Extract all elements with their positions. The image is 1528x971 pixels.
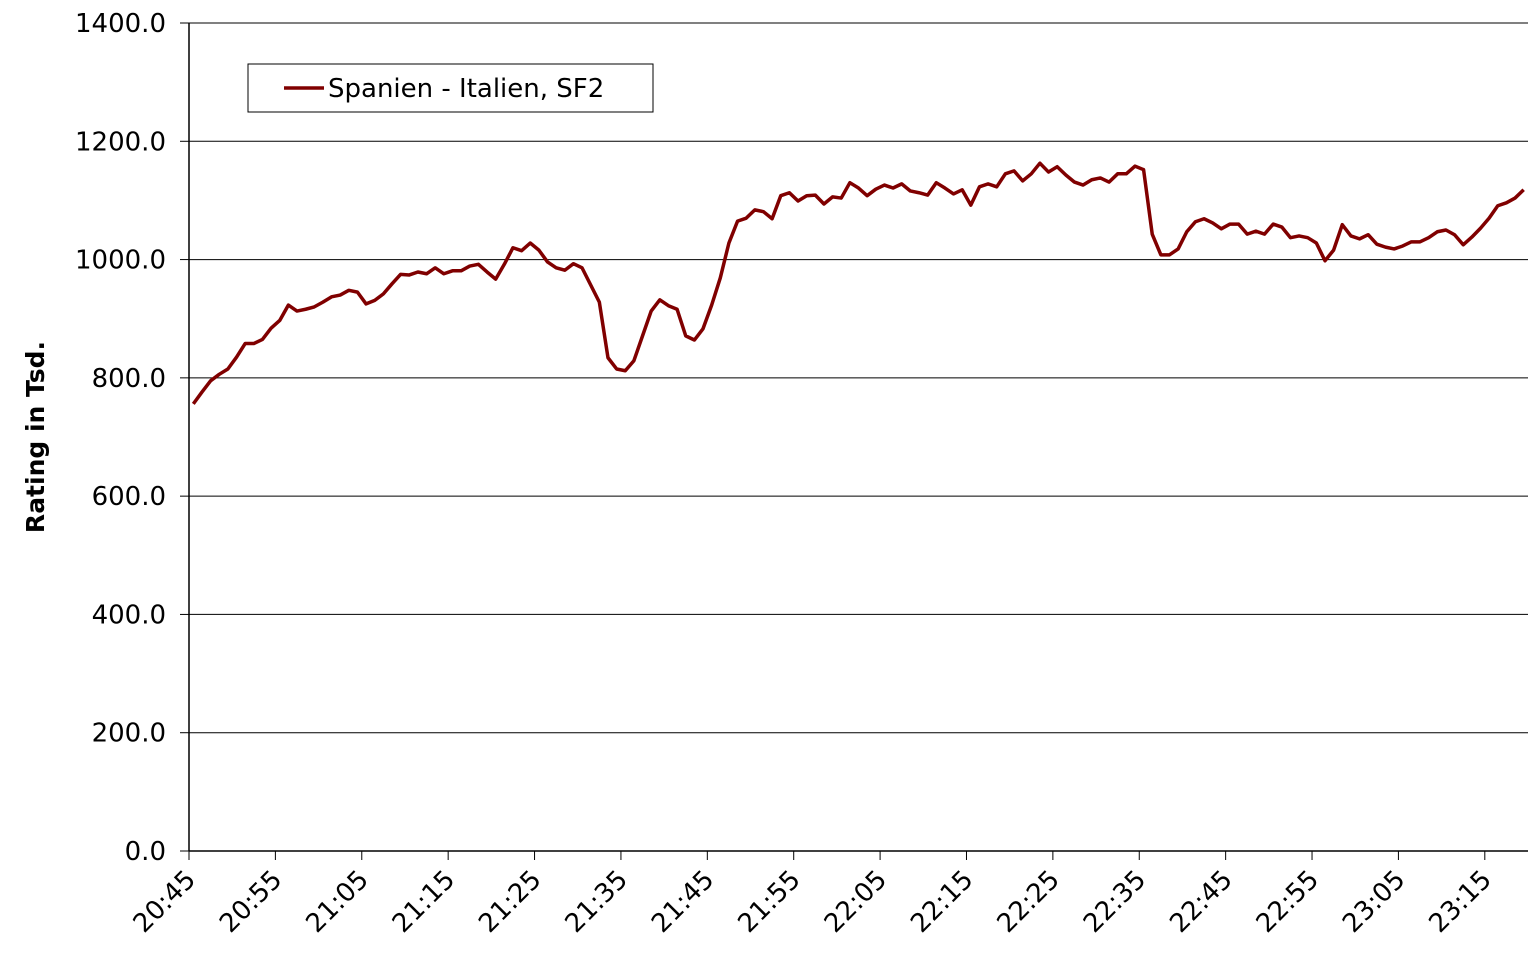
x-tick-label: 23:15 <box>1424 865 1498 939</box>
x-tick-label: 22:55 <box>1251 865 1325 939</box>
legend-label: Spanien - Italien, SF2 <box>328 74 604 104</box>
y-tick-label: 800.0 <box>92 364 166 394</box>
y-tick-label: 0.0 <box>125 837 166 867</box>
x-tick-label: 23:05 <box>1337 865 1411 939</box>
y-tick-label: 1000.0 <box>75 246 166 276</box>
x-tick-label: 21:45 <box>646 865 720 939</box>
y-tick-label: 1200.0 <box>75 127 166 157</box>
y-tick-label: 400.0 <box>92 600 166 630</box>
x-tick-label: 21:05 <box>301 865 375 939</box>
x-tick-label: 22:25 <box>992 865 1066 939</box>
y-tick-label: 200.0 <box>92 719 166 749</box>
x-tick-label: 21:15 <box>387 865 461 939</box>
x-tick-label: 22:35 <box>1078 865 1152 939</box>
y-axis-title: Rating in Tsd. <box>21 341 50 533</box>
x-tick-label: 22:15 <box>905 865 979 939</box>
y-tick-label: 600.0 <box>92 482 166 512</box>
x-tick-label: 20:55 <box>214 865 288 939</box>
x-tick-label: 21:25 <box>473 865 547 939</box>
x-tick-label: 21:35 <box>560 865 634 939</box>
x-tick-label: 22:05 <box>819 865 893 939</box>
x-tick-label: 20:45 <box>128 865 202 939</box>
series-line <box>191 161 1525 405</box>
x-tick-label: 21:55 <box>732 865 806 939</box>
y-tick-label: 1400.0 <box>75 9 166 39</box>
x-tick-label: 22:45 <box>1164 865 1238 939</box>
